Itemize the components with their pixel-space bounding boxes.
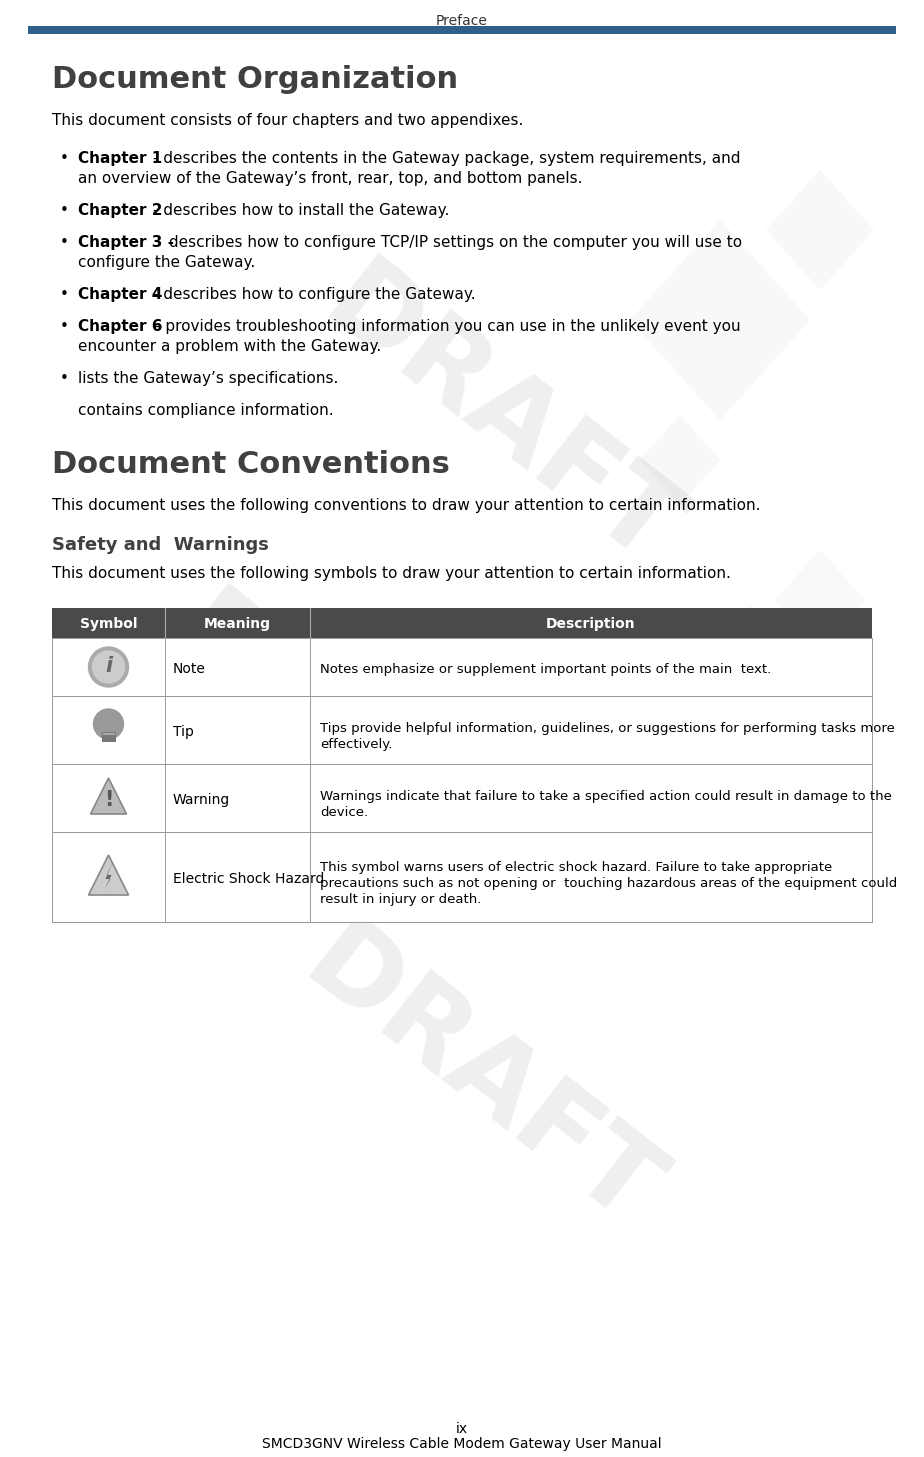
- Text: Tip: Tip: [173, 726, 194, 739]
- Text: •: •: [60, 287, 69, 302]
- Text: •: •: [60, 372, 69, 386]
- Polygon shape: [766, 170, 874, 290]
- Text: Preface: Preface: [436, 15, 488, 28]
- FancyBboxPatch shape: [52, 696, 872, 763]
- Text: Document Organization: Document Organization: [52, 66, 458, 95]
- Text: lists the Gateway’s specifications.: lists the Gateway’s specifications.: [78, 372, 338, 386]
- Text: Chapter 2: Chapter 2: [78, 203, 163, 219]
- Text: - describes how to install the Gateway.: - describes how to install the Gateway.: [148, 203, 450, 219]
- Text: This document uses the following symbols to draw your attention to certain infor: This document uses the following symbols…: [52, 565, 731, 581]
- Text: precautions such as not opening or  touching hazardous areas of the equipment co: precautions such as not opening or touch…: [320, 877, 897, 890]
- Text: Safety and  Warnings: Safety and Warnings: [52, 536, 269, 554]
- Text: •: •: [60, 203, 69, 219]
- Text: - describes how to configure the Gateway.: - describes how to configure the Gateway…: [148, 287, 476, 302]
- Text: •: •: [60, 152, 69, 166]
- Text: Chapter 1: Chapter 1: [78, 152, 163, 166]
- Text: Chapter 3 -: Chapter 3 -: [78, 235, 174, 251]
- Text: result in injury or death.: result in injury or death.: [320, 893, 481, 906]
- Text: This document uses the following conventions to draw your attention to certain i: This document uses the following convent…: [52, 498, 760, 513]
- Text: - describes the contents in the Gateway package, system requirements, and: - describes the contents in the Gateway …: [148, 152, 741, 166]
- Text: describes how to configure TCP/IP settings on the computer you will use to: describes how to configure TCP/IP settin…: [164, 235, 742, 251]
- Text: – provides troubleshooting information you can use in the unlikely event you: – provides troubleshooting information y…: [148, 319, 741, 334]
- Text: DRAFT: DRAFT: [284, 911, 676, 1250]
- FancyBboxPatch shape: [28, 26, 896, 34]
- Text: ix: ix: [456, 1422, 468, 1437]
- Polygon shape: [775, 549, 865, 650]
- Text: Tips provide helpful information, guidelines, or suggestions for performing task: Tips provide helpful information, guidel…: [320, 723, 894, 734]
- Text: Meaning: Meaning: [204, 616, 271, 631]
- Text: device.: device.: [320, 806, 368, 819]
- Text: Warnings indicate that failure to take a specified action could result in damage: Warnings indicate that failure to take a…: [320, 790, 892, 803]
- Polygon shape: [91, 778, 127, 814]
- Text: Note: Note: [173, 661, 206, 676]
- Text: •: •: [60, 235, 69, 251]
- Text: i: i: [105, 656, 112, 676]
- Text: an overview of the Gateway’s front, rear, top, and bottom panels.: an overview of the Gateway’s front, rear…: [78, 170, 582, 186]
- Text: Symbol: Symbol: [79, 616, 138, 631]
- Text: encounter a problem with the Gateway.: encounter a problem with the Gateway.: [78, 339, 382, 354]
- FancyBboxPatch shape: [52, 832, 872, 922]
- Text: Chapter 6: Chapter 6: [78, 319, 163, 334]
- Text: DRAFT: DRAFT: [153, 580, 547, 921]
- Polygon shape: [683, 605, 818, 755]
- Text: Electric Shock Hazard: Electric Shock Hazard: [173, 871, 324, 886]
- Text: This document consists of four chapters and two appendixes.: This document consists of four chapters …: [52, 114, 523, 128]
- Text: •: •: [60, 319, 69, 334]
- Text: configure the Gateway.: configure the Gateway.: [78, 255, 255, 270]
- Text: DRAFT: DRAFT: [303, 251, 697, 590]
- Polygon shape: [104, 863, 113, 889]
- Polygon shape: [630, 220, 810, 420]
- FancyBboxPatch shape: [52, 608, 872, 638]
- Text: effectively.: effectively.: [320, 739, 393, 750]
- Text: !: !: [103, 790, 113, 810]
- Text: contains compliance information.: contains compliance information.: [78, 404, 334, 418]
- Circle shape: [92, 651, 125, 683]
- FancyBboxPatch shape: [52, 638, 872, 696]
- Text: This symbol warns users of electric shock hazard. Failure to take appropriate: This symbol warns users of electric shoc…: [320, 861, 833, 874]
- Polygon shape: [89, 855, 128, 895]
- Text: Notes emphasize or supplement important points of the main  text.: Notes emphasize or supplement important …: [320, 663, 772, 676]
- Circle shape: [93, 710, 124, 739]
- Text: Warning: Warning: [173, 793, 230, 807]
- Text: Description: Description: [546, 616, 636, 631]
- Text: SMCD3GNV Wireless Cable Modem Gateway User Manual: SMCD3GNV Wireless Cable Modem Gateway Us…: [262, 1437, 662, 1451]
- Circle shape: [89, 647, 128, 688]
- Text: Document Conventions: Document Conventions: [52, 450, 450, 479]
- Polygon shape: [639, 415, 721, 506]
- FancyBboxPatch shape: [102, 731, 116, 742]
- Text: Chapter 4: Chapter 4: [78, 287, 163, 302]
- FancyBboxPatch shape: [52, 763, 872, 832]
